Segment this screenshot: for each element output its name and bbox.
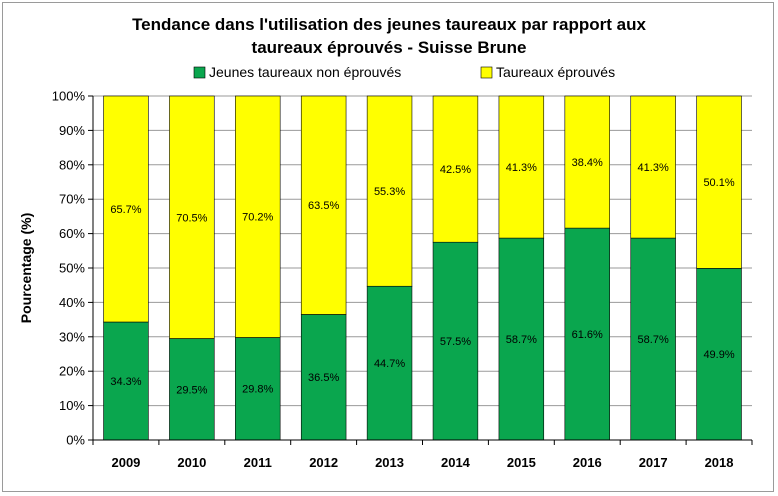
bar-eprouves-2010: [169, 95, 215, 339]
bar-jeunes-2018: [696, 268, 742, 441]
bar-jeunes-2011: [235, 337, 281, 441]
data-label-jeunes-2011: 29.8%: [242, 384, 273, 396]
bar-eprouves-2013: [366, 95, 413, 287]
bar-jeunes-2014: [432, 241, 479, 441]
data-label-jeunes-2014: 57.5%: [440, 336, 471, 348]
y-tick-label: 80%: [59, 157, 85, 172]
bar-jeunes-2012: [300, 314, 347, 441]
data-label-eprouves-2012: 63.5%: [308, 200, 339, 212]
y-tick-label: 20%: [59, 364, 85, 379]
data-label-jeunes-2013: 44.7%: [374, 358, 405, 370]
data-label-eprouves-2014: 42.5%: [440, 164, 471, 176]
y-tick-label: 70%: [59, 192, 85, 207]
bar-jeunes-2016: [564, 227, 610, 441]
bar-eprouves-2011: [235, 95, 281, 338]
bar-jeunes-2013: [366, 285, 413, 441]
bar-eprouves-2009: [103, 95, 149, 323]
chart-title-line-2: taureaux éprouvés - Suisse Brune: [252, 38, 527, 57]
data-label-jeunes-2018: 49.9%: [703, 349, 734, 361]
data-label-jeunes-2010: 29.5%: [176, 384, 207, 396]
bar-jeunes-2010: [169, 338, 215, 441]
x-tick-label-2017: 2017: [639, 455, 668, 470]
legend-swatch-jeunes: [193, 66, 206, 79]
legend-label-jeunes: Jeunes taureaux non éprouvés: [209, 64, 401, 80]
x-tick-label-2018: 2018: [705, 455, 734, 470]
data-label-eprouves-2016: 38.4%: [572, 157, 603, 169]
bar-eprouves-2017: [630, 95, 676, 239]
x-tick-label-2012: 2012: [309, 455, 338, 470]
bar-eprouves-2016: [564, 95, 610, 229]
y-tick-label: 60%: [59, 226, 85, 241]
data-label-jeunes-2012: 36.5%: [308, 372, 339, 384]
x-tick-label-2009: 2009: [111, 455, 140, 470]
data-label-eprouves-2018: 50.1%: [703, 177, 734, 189]
data-label-jeunes-2016: 61.6%: [572, 329, 603, 341]
data-label-jeunes-2017: 58.7%: [638, 334, 669, 346]
data-label-jeunes-2009: 34.3%: [110, 376, 141, 388]
x-tick-label-2016: 2016: [573, 455, 602, 470]
data-label-eprouves-2015: 41.3%: [506, 162, 537, 174]
bar-eprouves-2012: [300, 95, 347, 315]
bar-jeunes-2009: [103, 321, 149, 441]
data-label-eprouves-2010: 70.5%: [176, 212, 207, 224]
data-label-eprouves-2017: 41.3%: [638, 162, 669, 174]
bar-eprouves-2015: [498, 95, 545, 239]
chart-title-line-1: Tendance dans l'utilisation des jeunes t…: [132, 15, 646, 34]
x-tick-label-2015: 2015: [507, 455, 536, 470]
data-label-eprouves-2011: 70.2%: [242, 212, 273, 224]
x-tick-label-2014: 2014: [441, 455, 471, 470]
legend: Jeunes taureaux non éprouvés Taureaux ép…: [193, 64, 615, 80]
y-tick-label: 0%: [66, 433, 85, 448]
y-tick-label: 90%: [59, 123, 85, 138]
bar-eprouves-2018: [696, 95, 742, 269]
bar-eprouves-2014: [432, 95, 479, 243]
data-label-jeunes-2015: 58.7%: [506, 334, 537, 346]
legend-label-eprouves: Taureaux éprouvés: [496, 64, 615, 80]
y-tick-label: 40%: [59, 295, 85, 310]
y-tick-label: 30%: [59, 329, 85, 344]
x-tick-label-2010: 2010: [177, 455, 206, 470]
y-tick-label: 10%: [59, 398, 85, 413]
data-label-eprouves-2013: 55.3%: [374, 186, 405, 198]
legend-swatch-eprouves: [480, 66, 493, 79]
y-axis-title: Pourcentage (%): [18, 213, 34, 323]
x-tick-label-2011: 2011: [244, 455, 272, 470]
y-tick-label: 100%: [52, 89, 86, 104]
x-tick-label-2013: 2013: [375, 455, 404, 470]
data-label-eprouves-2009: 65.7%: [110, 204, 141, 216]
y-tick-label: 50%: [59, 261, 85, 276]
